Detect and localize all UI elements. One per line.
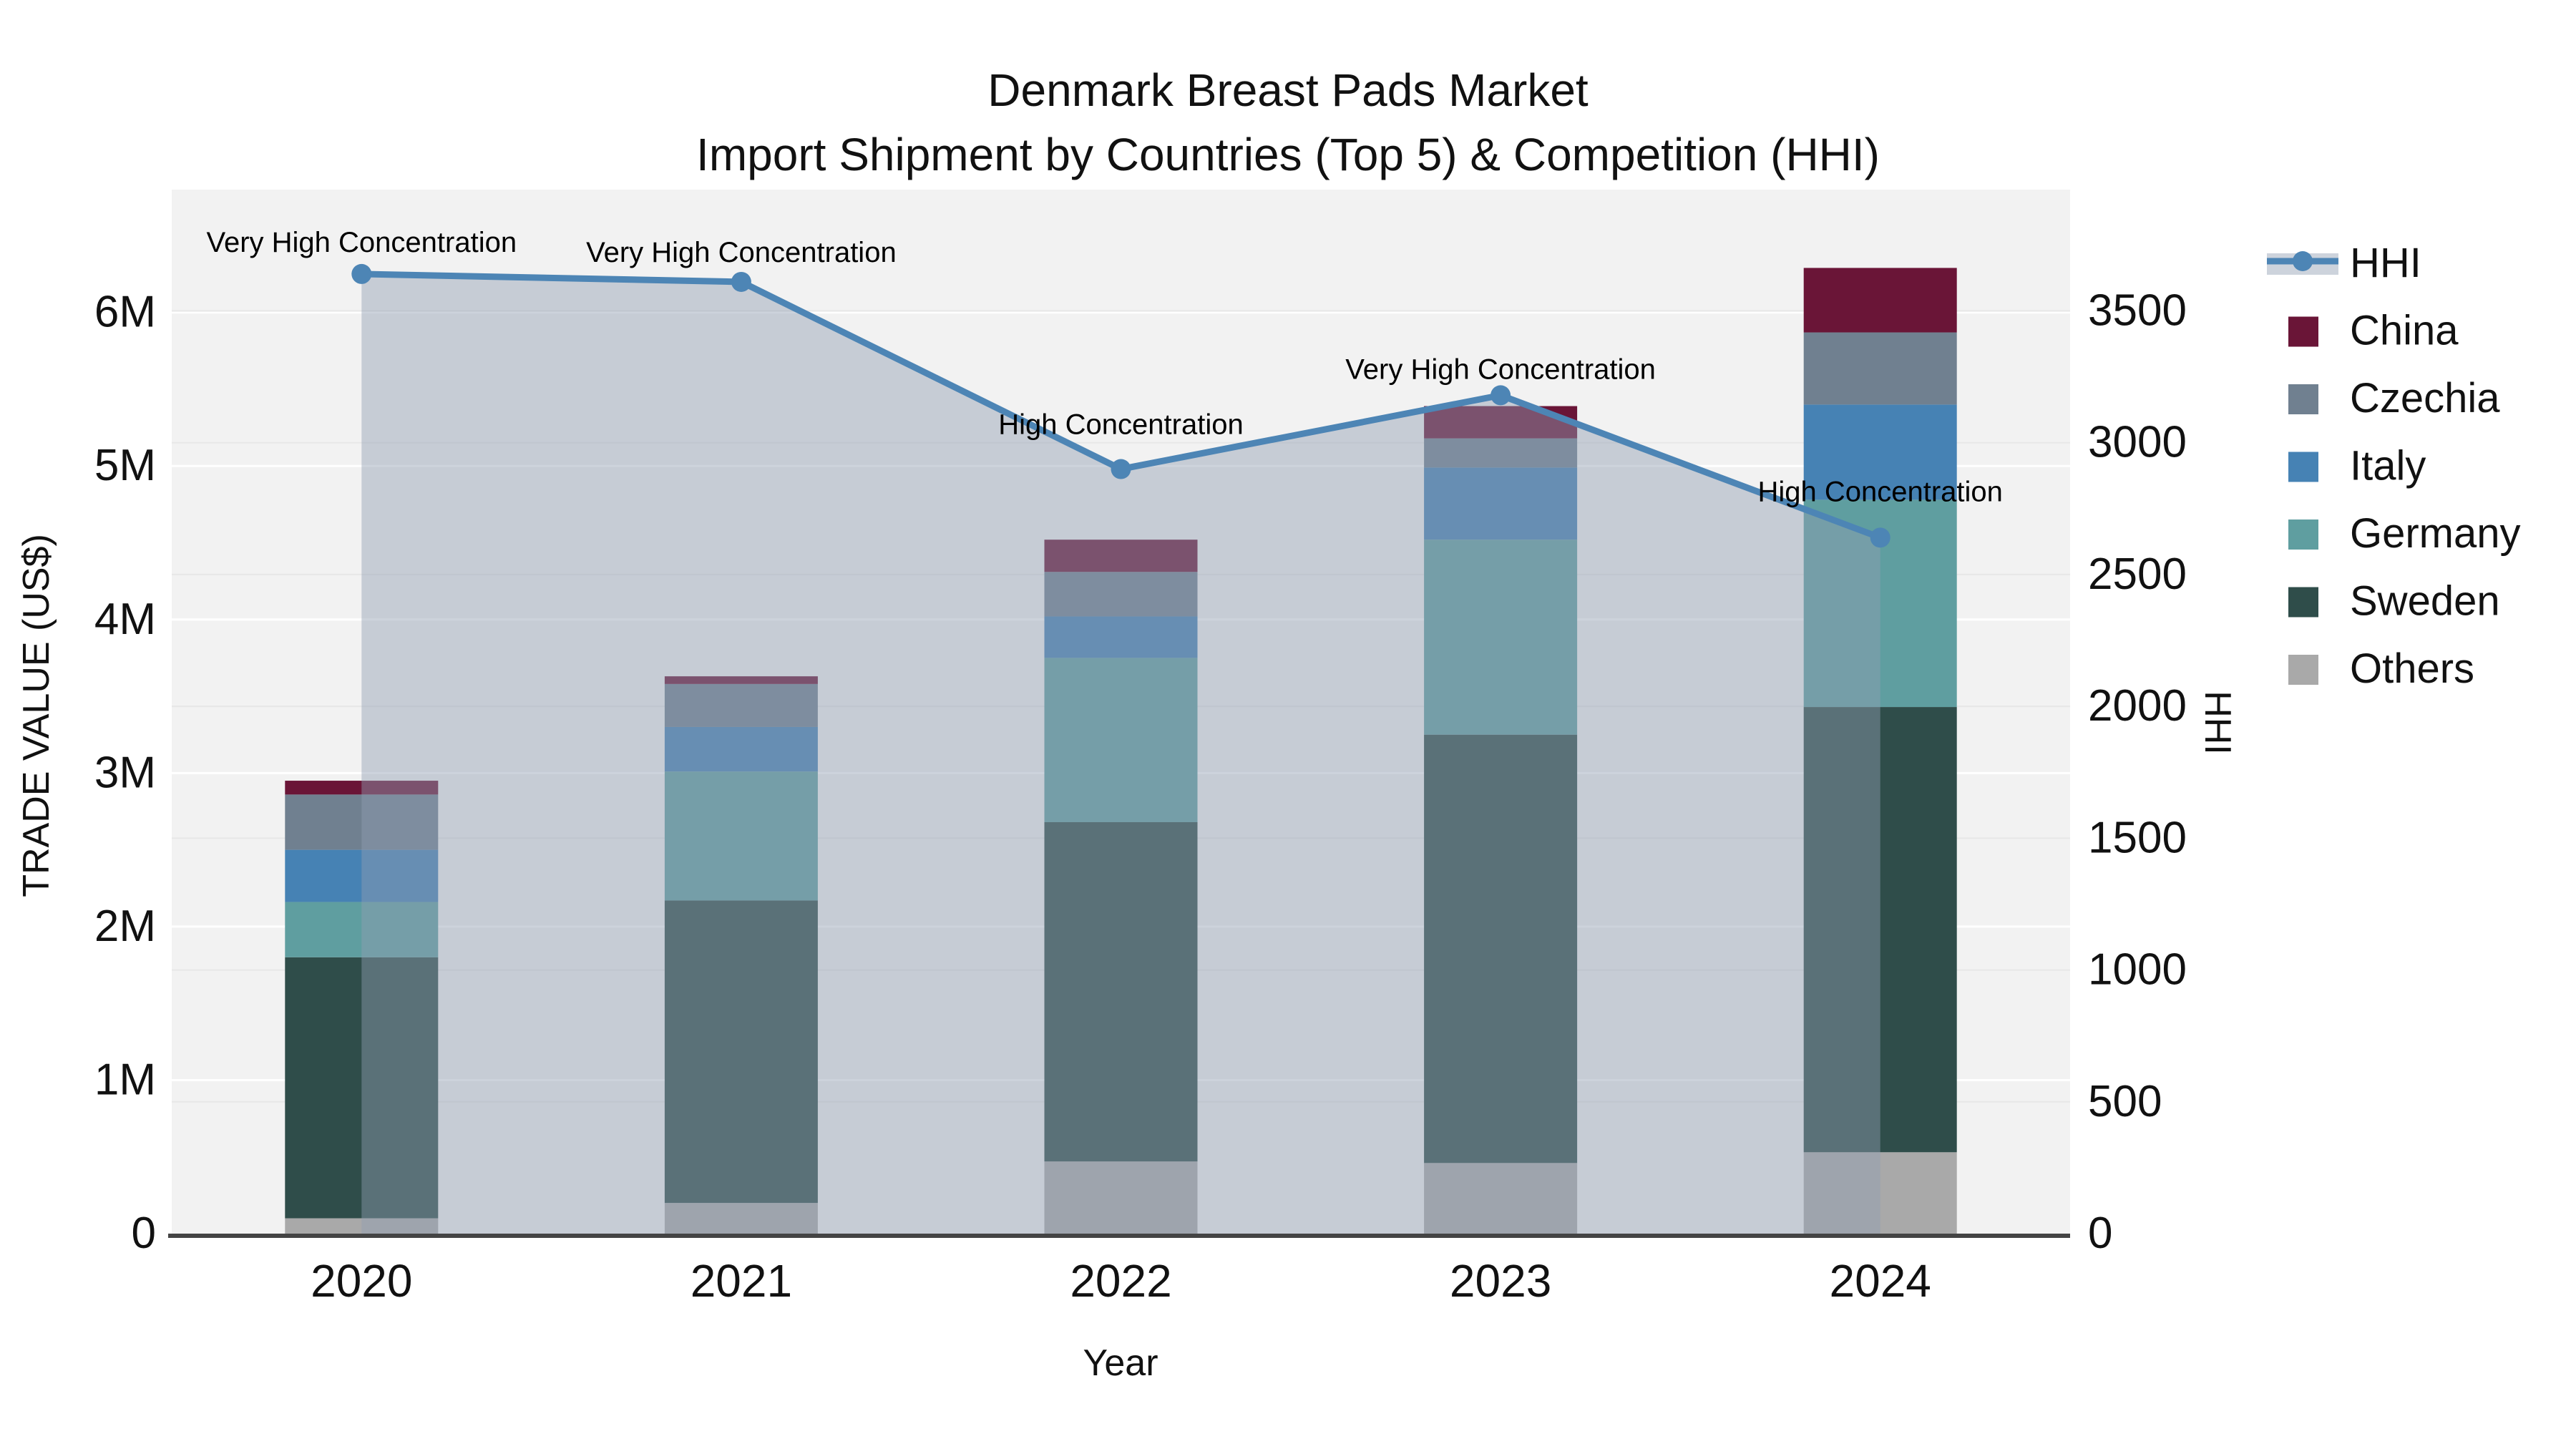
plot-area-layer: Very High Concentration Very High Concent… xyxy=(94,190,2187,1307)
bar-segment-italy-2021 xyxy=(664,726,818,772)
bar-segment-sweden-2022 xyxy=(1044,821,1198,1162)
bar-segment-germany-2021 xyxy=(664,771,818,901)
legend-label-hhi: HHI xyxy=(2350,240,2421,286)
bar-segment-germany-2020 xyxy=(285,902,439,957)
y-right-tick-2000: 2000 xyxy=(2088,681,2187,731)
legend-label-sweden: Sweden xyxy=(2350,578,2500,625)
bar-segment-germany-2022 xyxy=(1044,658,1198,822)
chart-title-line1: Denmark Breast Pads Market xyxy=(987,64,1589,116)
x-tick-2022: 2022 xyxy=(1070,1255,1171,1307)
bar-segment-czechia-2022 xyxy=(1044,572,1198,617)
bar-segment-others-2024 xyxy=(1803,1152,1957,1234)
legend: HHI China Czechia Italy Germany Sweden Others xyxy=(2267,240,2521,692)
bar-segment-china-2021 xyxy=(664,676,818,684)
bar-segment-czechia-2024 xyxy=(1803,332,1957,405)
y-axis-right-title: HHI xyxy=(2197,691,2238,755)
y-left-tick-2M: 2M xyxy=(94,902,156,951)
y-left-tick-1M: 1M xyxy=(94,1055,156,1104)
hhi-marker-2024 xyxy=(1870,527,1890,548)
legend-item-hhi[interactable]: HHI xyxy=(2267,240,2421,286)
y-right-tick-1000: 1000 xyxy=(2088,945,2187,995)
legend-item-others[interactable]: Others xyxy=(2288,645,2474,692)
legend-label-china: China xyxy=(2350,308,2459,354)
legend-item-sweden[interactable]: Sweden xyxy=(2288,578,2500,625)
x-tick-2020: 2020 xyxy=(311,1255,412,1307)
hhi-marker-2022 xyxy=(1111,459,1131,479)
x-tick-2024: 2024 xyxy=(1830,1255,1931,1307)
annotation-2023: Very High Concentration xyxy=(1345,353,1656,385)
y-left-tick-0: 0 xyxy=(132,1209,156,1258)
y-right-tick-2500: 2500 xyxy=(2088,550,2187,599)
legend-swatch-czechia xyxy=(2288,384,2318,414)
legend-item-czechia[interactable]: Czechia xyxy=(2288,375,2500,421)
bar-segment-czechia-2023 xyxy=(1424,438,1578,468)
legend-label-czechia: Czechia xyxy=(2350,375,2500,421)
legend-label-germany: Germany xyxy=(2350,510,2521,557)
legend-item-italy[interactable]: Italy xyxy=(2288,443,2426,489)
bar-segment-italy-2024 xyxy=(1803,404,1957,500)
legend-swatch-china xyxy=(2288,316,2318,347)
y-right-tick-1500: 1500 xyxy=(2088,813,2187,862)
bar-segment-czechia-2021 xyxy=(664,683,818,727)
annotation-2021: Very High Concentration xyxy=(586,237,897,268)
legend-label-others: Others xyxy=(2350,645,2474,692)
bar-segment-germany-2023 xyxy=(1424,540,1578,735)
x-tick-2023: 2023 xyxy=(1450,1255,1551,1307)
bar-segment-china-2022 xyxy=(1044,540,1198,572)
legend-label-italy: Italy xyxy=(2350,443,2426,489)
hhi-marker-2023 xyxy=(1491,385,1511,406)
x-tick-2021: 2021 xyxy=(691,1255,792,1307)
y-right-tick-3500: 3500 xyxy=(2088,286,2187,335)
y-left-tick-6M: 6M xyxy=(94,288,156,337)
bar-segment-china-2024 xyxy=(1803,268,1957,333)
legend-swatch-sweden xyxy=(2288,587,2318,618)
hhi-marker-2020 xyxy=(351,263,372,284)
bar-segment-italy-2023 xyxy=(1424,467,1578,540)
legend-item-germany[interactable]: Germany xyxy=(2288,510,2521,557)
y-right-tick-3000: 3000 xyxy=(2088,418,2187,467)
legend-swatch-germany xyxy=(2288,519,2318,550)
bar-segment-others-2021 xyxy=(664,1203,818,1234)
hhi-area-fill xyxy=(361,273,1880,1234)
y-axis-left-title: TRADE VALUE (US$) xyxy=(16,534,57,897)
x-axis-title: Year xyxy=(1083,1342,1158,1384)
bar-segment-italy-2020 xyxy=(285,849,439,902)
y-left-tick-4M: 4M xyxy=(94,595,156,644)
y-left-tick-5M: 5M xyxy=(94,441,156,490)
bar-segment-sweden-2021 xyxy=(664,900,818,1204)
legend-swatch-others xyxy=(2288,655,2318,685)
bar-segment-sweden-2023 xyxy=(1424,734,1578,1163)
bar-segment-italy-2022 xyxy=(1044,616,1198,658)
hhi-legend-marker xyxy=(2293,251,2313,271)
annotation-2022: High Concentration xyxy=(998,409,1243,441)
bar-segment-others-2022 xyxy=(1044,1161,1198,1234)
y-right-tick-0: 0 xyxy=(2088,1209,2112,1258)
hhi-marker-2021 xyxy=(731,271,751,292)
annotation-2024: High Concentration xyxy=(1757,476,2002,507)
y-right-tick-500: 500 xyxy=(2088,1077,2162,1126)
bar-segment-sweden-2024 xyxy=(1803,707,1957,1153)
y-left-tick-3M: 3M xyxy=(94,748,156,797)
bar-segment-china-2020 xyxy=(285,781,439,795)
bar-segment-others-2020 xyxy=(285,1218,439,1234)
bar-segment-czechia-2020 xyxy=(285,794,439,850)
bar-segment-sweden-2020 xyxy=(285,957,439,1219)
bar-segment-others-2023 xyxy=(1424,1163,1578,1234)
annotation-2020: Very High Concentration xyxy=(207,227,517,258)
legend-swatch-italy xyxy=(2288,452,2318,482)
legend-item-china[interactable]: China xyxy=(2288,308,2459,354)
chart-title-line2: Import Shipment by Countries (Top 5) & C… xyxy=(696,129,1880,180)
